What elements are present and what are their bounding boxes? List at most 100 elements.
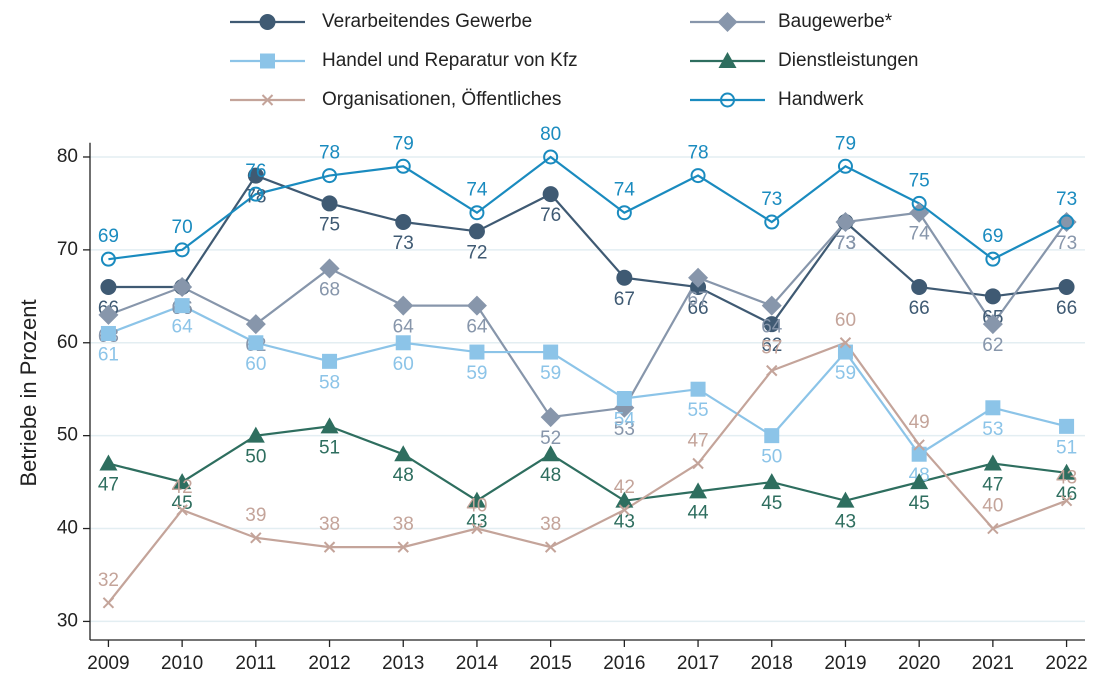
point (1057, 463, 1076, 480)
legend-marker (717, 12, 738, 32)
x-tick-label: 2011 (235, 653, 276, 674)
data-label: 51 (1056, 437, 1077, 458)
data-label: 67 (614, 289, 635, 310)
point (911, 195, 927, 211)
data-label: 59 (540, 363, 561, 384)
point (173, 473, 192, 490)
data-label: 43 (466, 512, 487, 533)
data-label: 78 (687, 143, 708, 164)
point (397, 541, 409, 553)
point (692, 457, 704, 470)
data-label: 45 (172, 493, 193, 514)
data-label: 60 (835, 310, 856, 331)
x-tick-label: 2010 (161, 653, 203, 674)
data-label: 79 (835, 133, 856, 154)
data-label: 73 (835, 233, 856, 254)
data-label: 38 (540, 514, 561, 535)
data-label: 42 (614, 477, 635, 498)
data-label: 51 (319, 437, 340, 458)
point (542, 186, 559, 203)
data-label: 73 (835, 233, 856, 254)
point (245, 314, 266, 335)
point (323, 541, 336, 553)
point (468, 223, 485, 240)
point (248, 335, 264, 351)
y-axis-label: Betriebe in Prozent (16, 299, 41, 486)
data-label: 58 (319, 372, 340, 393)
x-tick-label: 2012 (308, 653, 350, 674)
data-label: 48 (393, 465, 414, 486)
data-label: 53 (614, 419, 635, 440)
data-label: 64 (172, 317, 194, 338)
x-tick-label: 2014 (456, 653, 499, 674)
point (544, 541, 557, 553)
point (911, 279, 928, 296)
data-label: 73 (393, 233, 414, 254)
point (543, 149, 559, 165)
x-tick-label: 2009 (87, 653, 129, 674)
data-label: 40 (466, 496, 487, 517)
legend-label: Dienstleistungen (778, 50, 918, 71)
series-line (108, 155, 1068, 261)
point (985, 400, 1001, 416)
point (322, 353, 338, 369)
data-label: 72 (466, 242, 487, 263)
point (395, 335, 411, 351)
point (839, 337, 852, 349)
point (911, 446, 927, 462)
data-label: 69 (98, 226, 119, 247)
point (250, 532, 262, 544)
data-label: 60 (245, 354, 266, 375)
data-label: 73 (1056, 189, 1077, 210)
data-label: 62 (982, 335, 1003, 356)
point (764, 428, 780, 444)
point (766, 364, 778, 377)
point (322, 168, 338, 184)
point (690, 168, 706, 184)
point (616, 269, 633, 286)
x-tick-label: 2019 (824, 653, 866, 674)
data-label: 73 (761, 189, 782, 210)
point (836, 491, 855, 508)
data-label: 44 (687, 502, 709, 523)
point (1058, 279, 1075, 296)
point (983, 454, 1002, 471)
point (172, 277, 193, 298)
point (100, 279, 117, 296)
point (394, 445, 413, 462)
point (985, 251, 1001, 267)
y-tick-label: 60 (57, 332, 78, 353)
data-label: 50 (761, 447, 782, 468)
point (541, 445, 560, 462)
point (393, 295, 414, 316)
data-label: 57 (761, 338, 782, 359)
data-label: 49 (909, 412, 930, 433)
series-line (108, 425, 1067, 502)
data-label: 48 (540, 465, 561, 486)
point (987, 522, 999, 535)
point (761, 295, 782, 316)
legend-label: Organisationen, Öffentliches (322, 89, 561, 110)
y-tick-label: 30 (57, 610, 78, 631)
data-label: 38 (393, 514, 414, 535)
point (763, 316, 780, 333)
data-label: 78 (245, 187, 266, 208)
point (910, 473, 929, 490)
point (764, 214, 780, 230)
series-line (108, 304, 1067, 456)
y-tick-label: 50 (57, 425, 78, 446)
data-label: 75 (909, 170, 930, 191)
series-line (108, 211, 1068, 419)
data-label: 78 (319, 143, 340, 164)
x-tick-label: 2022 (1045, 653, 1087, 674)
x-tick-label: 2013 (382, 653, 424, 674)
y-tick-label: 70 (57, 239, 78, 260)
data-label: 52 (540, 428, 561, 449)
point (469, 344, 485, 360)
point (321, 195, 338, 212)
point (835, 212, 856, 233)
data-label: 55 (687, 400, 708, 421)
data-label: 70 (172, 217, 193, 238)
point (690, 381, 706, 397)
